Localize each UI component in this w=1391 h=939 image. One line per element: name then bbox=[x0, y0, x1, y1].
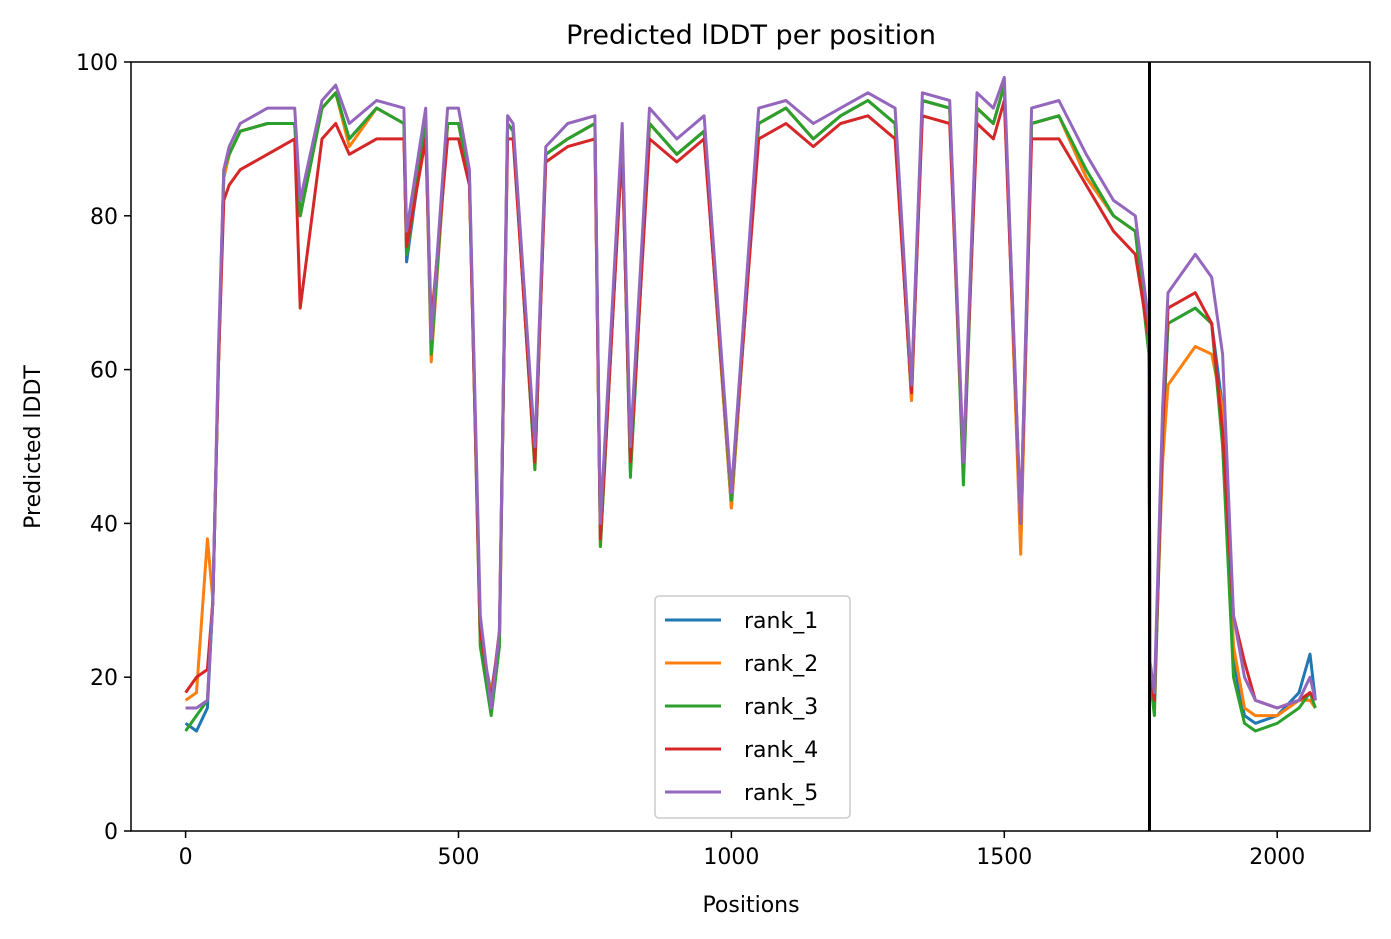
y-tick-label: 80 bbox=[90, 205, 118, 230]
x-tick-label: 2000 bbox=[1249, 845, 1305, 870]
x-tick-label: 1000 bbox=[703, 845, 759, 870]
y-tick-label: 100 bbox=[76, 51, 118, 76]
plot-area-frame bbox=[130, 61, 1371, 832]
x-axis-ticks: 0 500 1000 1500 2000 bbox=[179, 831, 1305, 870]
legend: rank_1 rank_2 rank_3 rank_4 rank_5 bbox=[654, 595, 851, 819]
x-tick-label: 500 bbox=[437, 845, 479, 870]
legend-label-rank_5: rank_5 bbox=[744, 781, 818, 806]
chart-title: Predicted lDDT per position bbox=[566, 20, 936, 51]
legend-label-rank_3: rank_3 bbox=[744, 695, 818, 720]
x-tick-label: 1500 bbox=[976, 845, 1032, 870]
y-tick-label: 40 bbox=[90, 512, 118, 537]
legend-label-rank_4: rank_4 bbox=[744, 738, 818, 763]
series-line-rank_5 bbox=[185, 75, 1317, 710]
legend-label-rank_2: rank_2 bbox=[744, 652, 818, 677]
x-axis-label: Positions bbox=[702, 893, 799, 918]
y-tick-label: 20 bbox=[90, 666, 118, 691]
y-tick-label: 0 bbox=[104, 820, 118, 845]
legend-label-rank_1: rank_1 bbox=[744, 609, 818, 634]
y-axis-label: Predicted lDDT bbox=[21, 365, 46, 529]
legend-box bbox=[654, 595, 851, 819]
y-axis-ticks: 0 20 40 60 80 100 bbox=[76, 51, 131, 845]
series-layer bbox=[184, 75, 1317, 733]
x-tick-label: 0 bbox=[179, 845, 193, 870]
y-tick-label: 60 bbox=[90, 359, 118, 384]
